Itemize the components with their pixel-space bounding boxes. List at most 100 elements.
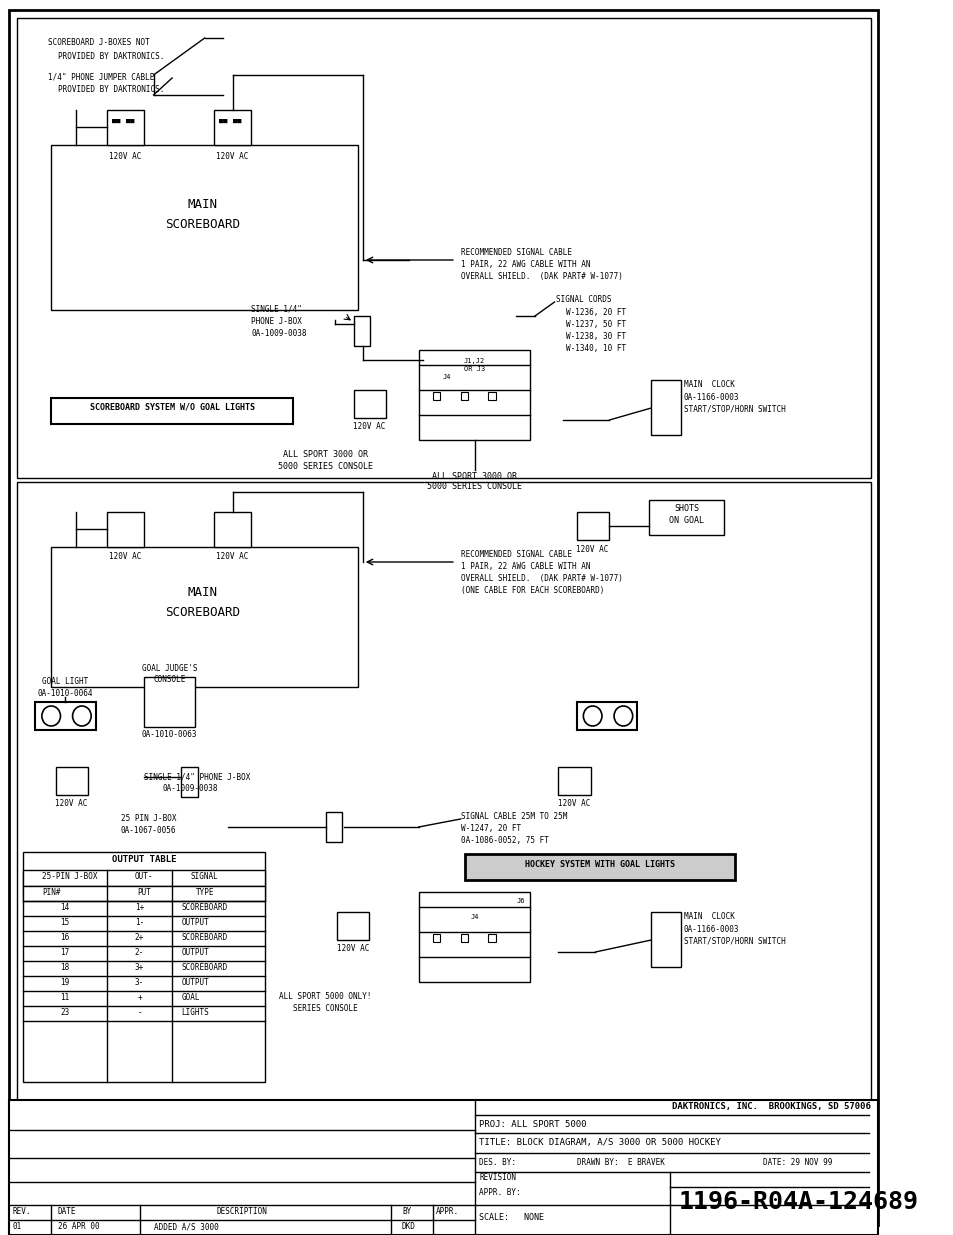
Text: 19: 19 (60, 978, 70, 987)
Text: J1,J2: J1,J2 (463, 358, 485, 364)
Text: 14: 14 (60, 903, 70, 911)
Text: BY: BY (401, 1207, 411, 1216)
Text: W-1340, 10 FT: W-1340, 10 FT (565, 345, 625, 353)
Text: SCOREBOARD SYSTEM W/O GOAL LIGHTS: SCOREBOARD SYSTEM W/O GOAL LIGHTS (90, 403, 254, 412)
Bar (577, 513, 609, 540)
Text: SCALE:   NONE: SCALE: NONE (478, 1213, 543, 1221)
Text: DES. BY:: DES. BY: (478, 1158, 516, 1167)
Bar (51, 398, 293, 424)
Text: HOCKEY SYSTEM WITH GOAL LIGHTS: HOCKEY SYSTEM WITH GOAL LIGHTS (524, 860, 675, 869)
Bar (10, 1100, 878, 1235)
Text: 0A-1009-0038: 0A-1009-0038 (163, 784, 218, 793)
Text: 26 APR 00: 26 APR 00 (57, 1221, 99, 1231)
Text: ■■: ■■ (126, 119, 134, 124)
Text: MAIN: MAIN (188, 199, 217, 211)
Bar (651, 911, 680, 967)
Text: 18: 18 (60, 963, 70, 972)
Text: 1+: 1+ (134, 903, 144, 911)
Text: ■■: ■■ (112, 119, 120, 124)
Text: CONSOLE: CONSOLE (153, 676, 185, 684)
Text: 3-: 3- (134, 978, 144, 987)
Text: LIGHTS: LIGHTS (181, 1008, 209, 1016)
Text: J4: J4 (442, 374, 451, 380)
Text: ALL SPORT 5000 ONLY!: ALL SPORT 5000 ONLY! (279, 992, 372, 1002)
Text: 25 PIN J-BOX: 25 PIN J-BOX (121, 814, 176, 823)
Text: 0A-1086-0052, 75 FT: 0A-1086-0052, 75 FT (460, 836, 548, 845)
Text: PUT: PUT (137, 888, 151, 897)
Text: START/STOP/HORN SWITCH: START/STOP/HORN SWITCH (683, 937, 784, 946)
Text: SCOREBOARD: SCOREBOARD (181, 903, 228, 911)
Text: TYPE: TYPE (195, 888, 213, 897)
Text: REV.: REV. (12, 1207, 30, 1216)
Text: 120V AC: 120V AC (110, 152, 142, 161)
Text: OUTPUT: OUTPUT (181, 918, 209, 927)
Bar (488, 934, 496, 942)
Text: 120V AC: 120V AC (216, 152, 249, 161)
Text: W-1236, 20 FT: W-1236, 20 FT (565, 308, 625, 317)
Text: OUTPUT: OUTPUT (181, 978, 209, 987)
Text: OVERALL SHIELD.  (DAK PART# W-1077): OVERALL SHIELD. (DAK PART# W-1077) (460, 574, 621, 583)
Text: OUTPUT TABLE: OUTPUT TABLE (112, 855, 176, 864)
Text: 15: 15 (60, 918, 70, 927)
Text: 3+: 3+ (134, 963, 144, 972)
Text: SCOREBOARD: SCOREBOARD (181, 932, 228, 942)
Text: SIGNAL: SIGNAL (191, 872, 218, 881)
Text: MAIN  CLOCK: MAIN CLOCK (683, 911, 734, 921)
Text: TITLE: BLOCK DIAGRAM, A/S 3000 OR 5000 HOCKEY: TITLE: BLOCK DIAGRAM, A/S 3000 OR 5000 H… (478, 1137, 720, 1147)
Text: W-1238, 30 FT: W-1238, 30 FT (565, 332, 625, 341)
Bar (213, 513, 251, 547)
Text: 0A-1010-0063: 0A-1010-0063 (141, 730, 197, 739)
Text: OUT-: OUT- (134, 872, 153, 881)
Text: +: + (137, 993, 142, 1002)
Text: 17: 17 (60, 948, 70, 957)
Bar (35, 701, 95, 730)
Text: W-1237, 50 FT: W-1237, 50 FT (565, 320, 625, 329)
Bar (460, 391, 468, 400)
Text: SCOREBOARD: SCOREBOARD (165, 605, 240, 619)
Bar (488, 391, 496, 400)
Text: 1 PAIR, 22 AWG CABLE WITH AN: 1 PAIR, 22 AWG CABLE WITH AN (460, 562, 589, 571)
Text: SHOTS: SHOTS (674, 504, 699, 513)
Text: START/STOP/HORN SWITCH: START/STOP/HORN SWITCH (683, 405, 784, 414)
Text: 2-: 2- (134, 948, 144, 957)
Bar (465, 853, 734, 881)
Text: RECOMMENDED SIGNAL CABLE: RECOMMENDED SIGNAL CABLE (460, 550, 571, 559)
Bar (354, 316, 370, 346)
Bar (56, 767, 89, 795)
Text: 5000 SERIES CONSOLE: 5000 SERIES CONSOLE (278, 462, 373, 471)
Text: -: - (137, 1008, 142, 1016)
Text: 1-: 1- (134, 918, 144, 927)
Text: SINGLE 1/4" PHONE J-BOX: SINGLE 1/4" PHONE J-BOX (144, 772, 251, 781)
Text: ALL SPORT 3000 OR: ALL SPORT 3000 OR (283, 450, 368, 459)
Text: W-1247, 20 FT: W-1247, 20 FT (460, 824, 520, 832)
Text: 23: 23 (60, 1008, 70, 1016)
Bar (17, 19, 870, 478)
Bar (651, 380, 680, 435)
Bar (432, 391, 439, 400)
Bar (17, 482, 870, 1102)
Bar (181, 767, 198, 797)
Text: 120V AC: 120V AC (216, 552, 249, 561)
Text: MAIN  CLOCK: MAIN CLOCK (683, 380, 734, 389)
Text: ■■: ■■ (233, 119, 241, 124)
Text: 25-PIN J-BOX: 25-PIN J-BOX (42, 872, 97, 881)
Text: 0A-1166-0003: 0A-1166-0003 (683, 925, 739, 934)
Text: 120V AC: 120V AC (110, 552, 142, 561)
Text: SIGNAL CORDS: SIGNAL CORDS (556, 295, 611, 304)
Text: ADDED A/S 3000: ADDED A/S 3000 (153, 1221, 218, 1231)
Text: PIN#: PIN# (42, 888, 60, 897)
Text: REVISION: REVISION (478, 1173, 516, 1182)
Bar (325, 811, 342, 842)
Bar (23, 885, 265, 902)
Text: J4: J4 (470, 914, 478, 920)
Text: DAKTRONICS, INC.  BROOKINGS, SD 57006: DAKTRONICS, INC. BROOKINGS, SD 57006 (671, 1102, 870, 1112)
Text: GOAL LIGHT: GOAL LIGHT (42, 677, 89, 685)
Text: 0A-1010-0064: 0A-1010-0064 (37, 689, 92, 698)
Text: MAIN: MAIN (188, 585, 217, 599)
Bar (336, 911, 369, 940)
Bar (23, 869, 265, 885)
Bar (418, 892, 530, 982)
Text: DKD: DKD (401, 1221, 416, 1231)
Text: RECOMMENDED SIGNAL CABLE: RECOMMENDED SIGNAL CABLE (460, 248, 571, 257)
Text: ■■: ■■ (219, 119, 228, 124)
